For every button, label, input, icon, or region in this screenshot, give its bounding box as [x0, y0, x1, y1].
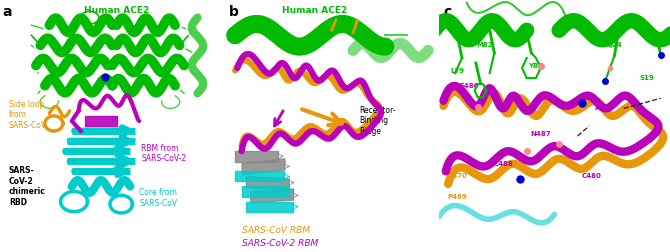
Text: C488: C488 — [494, 161, 513, 167]
Text: b: b — [228, 5, 239, 19]
Text: C480: C480 — [582, 173, 602, 179]
Text: S19: S19 — [639, 75, 655, 81]
Text: N487: N487 — [530, 131, 551, 137]
Text: Human ACE2: Human ACE2 — [282, 6, 347, 15]
Text: SARS-CoV-2 RBM: SARS-CoV-2 RBM — [242, 239, 318, 248]
Text: P470: P470 — [448, 173, 467, 179]
Text: Q24: Q24 — [606, 42, 622, 48]
Text: Receptor-
Binding
Ridge: Receptor- Binding Ridge — [360, 106, 396, 136]
Text: SARS-
CoV-2
chimeric
RBD: SARS- CoV-2 chimeric RBD — [9, 166, 46, 207]
Text: SARS-CoV RBM: SARS-CoV RBM — [242, 226, 310, 235]
Text: Side loop
from
SARS-CoV: Side loop from SARS-CoV — [9, 100, 47, 130]
Text: a: a — [2, 5, 12, 19]
Text: M82: M82 — [477, 42, 493, 48]
Text: Y83: Y83 — [529, 62, 543, 69]
Text: L79: L79 — [450, 68, 464, 74]
Text: F486: F486 — [459, 83, 478, 89]
Text: Human ACE2: Human ACE2 — [84, 6, 149, 15]
Text: RBM from
SARS-CoV-2: RBM from SARS-CoV-2 — [141, 144, 186, 163]
Text: c: c — [444, 5, 452, 19]
Text: Core from
SARS-CoV: Core from SARS-CoV — [139, 188, 178, 207]
Text: P469: P469 — [448, 194, 467, 200]
Text: A475: A475 — [595, 105, 615, 111]
